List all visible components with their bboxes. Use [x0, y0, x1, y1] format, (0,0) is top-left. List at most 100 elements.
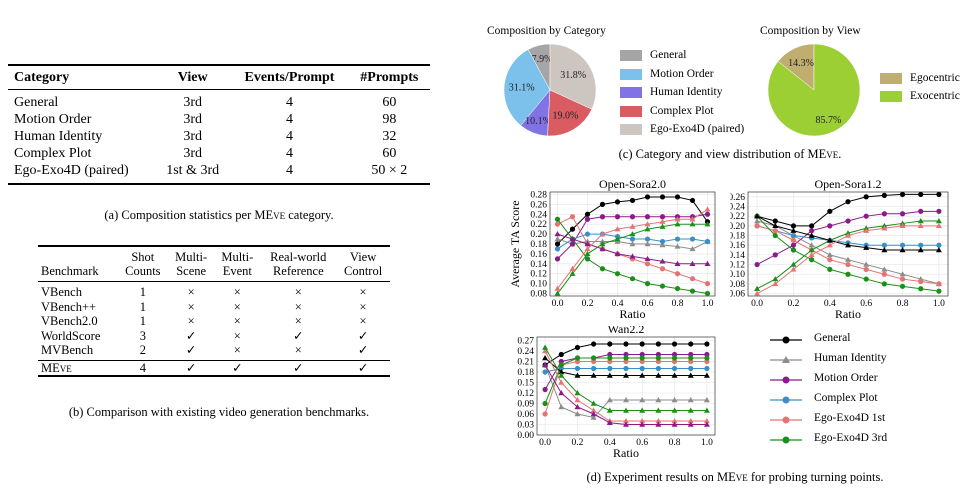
data-point [554, 236, 561, 242]
legend-label: Complex Plot [814, 392, 878, 404]
y-tick-label: 0.24 [517, 347, 534, 357]
data-point [599, 231, 606, 237]
data-point [671, 421, 678, 427]
data-point [659, 266, 666, 272]
data-point [639, 365, 645, 372]
data-point [674, 285, 681, 292]
cell: ✓ [232, 360, 243, 375]
legend-marker [770, 356, 802, 363]
data-point [569, 236, 576, 242]
data-point [689, 216, 696, 222]
data-point [574, 390, 581, 396]
legend-label: Motion Order [650, 67, 714, 80]
table-row: VBench2.0 1 × × × × [38, 314, 390, 329]
data-point [704, 211, 711, 217]
y-tick-label: 0.21 [517, 358, 534, 368]
legend-marker [770, 396, 802, 404]
data-point [607, 355, 613, 361]
data-point [917, 222, 924, 229]
y-tick-label: 0.28 [530, 190, 547, 200]
data-point [936, 242, 942, 248]
table-row: MEve 4 ✓ ✓ ✓ ✓ [38, 360, 390, 376]
caption-b: (b) Comparison with existing video gener… [8, 405, 430, 420]
data-point [591, 355, 597, 361]
data-point [899, 271, 906, 277]
data-point [688, 355, 694, 361]
legend-label: Motion Order [814, 372, 878, 384]
data-point [639, 372, 646, 378]
data-point [863, 261, 870, 267]
x-tick-label: 0.4 [604, 438, 616, 448]
cell: × [233, 314, 241, 328]
data-point [590, 414, 597, 420]
data-point [808, 247, 815, 253]
data-point [689, 221, 696, 227]
data-point [689, 260, 696, 267]
benchmark-comparison-table: Benchmark Shot Counts Multi- Scene Multi- Even… [38, 245, 390, 377]
pie-category-title: Composition by Category [487, 25, 606, 37]
data-point [704, 365, 710, 372]
data-point [688, 365, 694, 372]
caption-d-text: (d) Experiment results on MEve for probi… [586, 470, 884, 484]
open-sora2-chart: 0.080.100.120.140.160.180.200.220.240.26… [508, 177, 716, 321]
y-tick-label: 0.06 [517, 410, 534, 420]
data-point [644, 236, 651, 242]
y-tick-label: 0.12 [530, 270, 547, 280]
data-point [826, 242, 833, 248]
data-point [918, 278, 924, 285]
cell: × [359, 314, 367, 328]
data-point [558, 379, 565, 385]
cell: 3rd [183, 129, 202, 144]
x-tick-label: 0.6 [860, 299, 872, 309]
data-point [554, 256, 561, 262]
cell: 1 [139, 314, 146, 328]
data-point [554, 246, 561, 252]
data-point [623, 365, 629, 372]
y-tick-label: 0.12 [730, 261, 745, 271]
data-point [881, 211, 887, 217]
data-point [629, 241, 636, 247]
y-tick-label: 0.20 [530, 230, 547, 240]
data-point [881, 242, 887, 248]
legend-label: Exocentric [910, 90, 960, 102]
category-pie-chart: 7.9% 31.1% 10.1% 19.0% 31.8% [503, 43, 597, 137]
data-point [644, 241, 651, 247]
data-point [574, 355, 581, 361]
data-point [845, 271, 851, 277]
data-point [845, 256, 851, 262]
cell: 4 [285, 146, 293, 161]
y-tick-label: 0.26 [530, 200, 547, 210]
data-point [845, 261, 851, 268]
legend-swatch [620, 68, 642, 80]
y-tick-label: 0.22 [530, 220, 547, 230]
pie-label: 31.1% [509, 82, 535, 93]
data-point [639, 407, 646, 413]
header-cell: View Control [343, 250, 383, 278]
cell: MVBench [41, 343, 94, 357]
data-point [703, 418, 710, 424]
data-point [845, 232, 851, 238]
data-point [558, 372, 565, 378]
header-cell: Real-world Reference [270, 250, 327, 278]
data-point [623, 407, 629, 413]
cell: 98 [382, 112, 397, 127]
cell: ✓ [293, 360, 304, 375]
data-point [629, 223, 636, 229]
data-point [659, 223, 666, 229]
cell: VBench++ [41, 299, 97, 314]
cell: 2 [139, 343, 146, 357]
data-point [574, 397, 581, 403]
data-point [772, 218, 778, 224]
data-point [790, 223, 797, 229]
legend-label: Ego-Exo4D 1st [814, 412, 886, 424]
data-point [687, 418, 694, 424]
data-point [659, 214, 666, 220]
legend-marker [770, 436, 802, 444]
data-point [881, 266, 888, 272]
data-point [659, 283, 666, 289]
data-point [542, 400, 548, 407]
data-point [574, 372, 581, 378]
data-point [936, 288, 942, 294]
data-point [790, 232, 797, 239]
table-row: VBench++ 1 × × × × [38, 300, 390, 315]
